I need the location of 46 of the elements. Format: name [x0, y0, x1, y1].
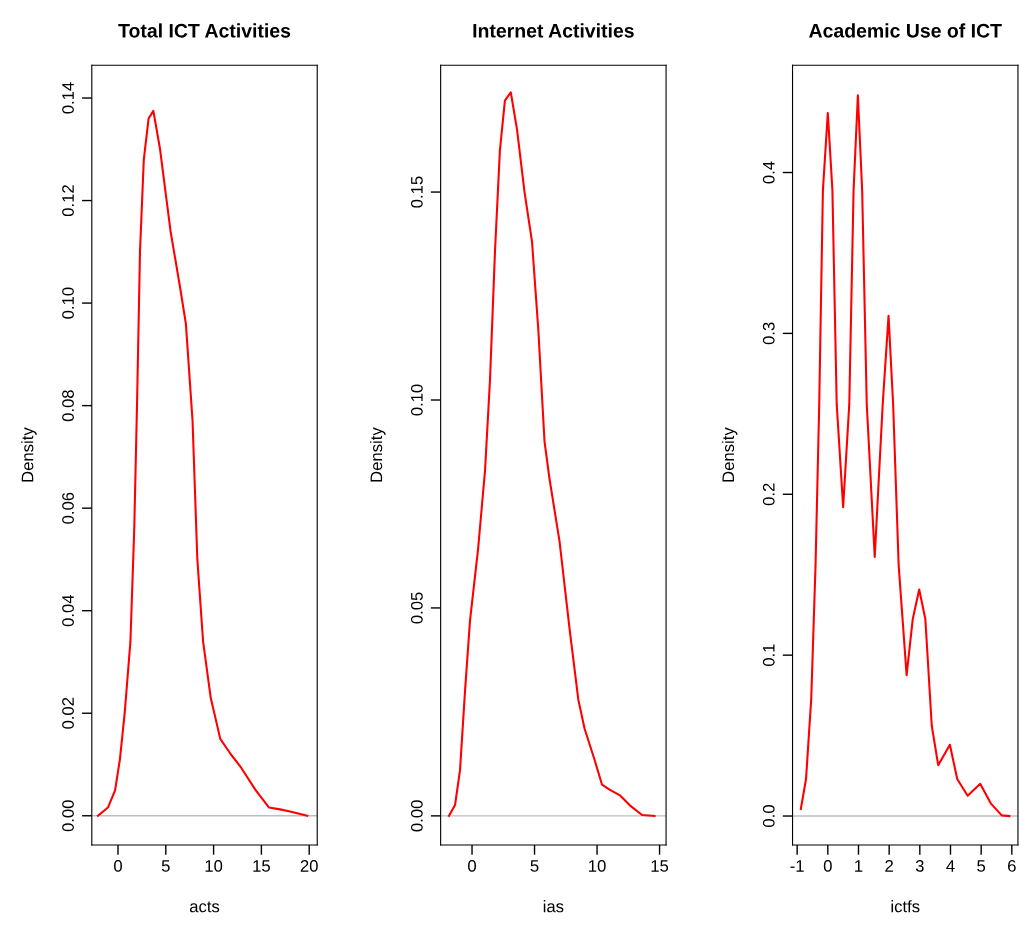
x-tick-label: 5 — [161, 860, 170, 872]
y-tick-label: 0.10 — [410, 384, 423, 416]
y-tick-label: 0.04 — [62, 594, 74, 627]
x-tick-label: 10 — [205, 860, 223, 872]
x-tick-label: 3 — [915, 860, 924, 872]
x-tick-label: -1 — [790, 860, 804, 872]
y-tick-label: 0.3 — [762, 322, 775, 345]
x-tick-label: 20 — [300, 860, 318, 872]
x-axis-title: acts — [189, 901, 220, 913]
y-tick-label: 0.00 — [410, 800, 423, 832]
y-axis-title: Density — [21, 427, 37, 482]
x-tick-label: 5 — [530, 860, 539, 872]
y-axis-title: Density — [369, 427, 386, 482]
y-tick-label: 0.02 — [62, 697, 74, 729]
x-tick-label: 4 — [946, 860, 955, 872]
x-axis-title: ictfs — [891, 900, 920, 913]
y-tick-label: 0.08 — [62, 390, 74, 422]
y-tick-label: 0.2 — [762, 483, 775, 506]
y-tick-label: 0.12 — [62, 185, 74, 217]
chart-title: Internet Activities — [473, 23, 634, 38]
y-axis-title: Density — [721, 427, 738, 482]
x-tick-label: 0 — [468, 860, 476, 872]
y-tick-label: 0.1 — [762, 644, 775, 667]
x-tick-label: 1 — [855, 860, 863, 872]
y-tick-label: 0.00 — [62, 800, 74, 832]
y-tick-label: 0.06 — [62, 492, 74, 524]
x-tick-label: 2 — [885, 860, 893, 872]
line-series — [799, 94, 1011, 818]
y-tick-label: 0.14 — [62, 82, 74, 114]
x-tick-label: 15 — [651, 860, 669, 872]
y-tick-label: 0.05 — [410, 592, 423, 624]
y-tick-label: 0.10 — [62, 287, 74, 319]
y-tick-label: 0.0 — [762, 805, 775, 827]
line-series — [96, 109, 309, 817]
chart-title: Total ICT Activities — [118, 23, 291, 38]
x-tick-label: 10 — [589, 860, 606, 872]
line-series — [447, 91, 656, 817]
x-axis-title: ias — [543, 900, 564, 913]
x-tick-label: 6 — [1008, 860, 1016, 872]
x-tick-label: 0 — [114, 860, 122, 872]
x-tick-label: 5 — [977, 860, 986, 872]
y-tick-label: 0.4 — [762, 161, 775, 184]
x-tick-label: 0 — [823, 860, 832, 872]
chart-title: Academic Use of ICT — [809, 23, 1002, 38]
y-tick-label: 0.15 — [410, 176, 423, 208]
x-tick-label: 15 — [253, 860, 270, 872]
